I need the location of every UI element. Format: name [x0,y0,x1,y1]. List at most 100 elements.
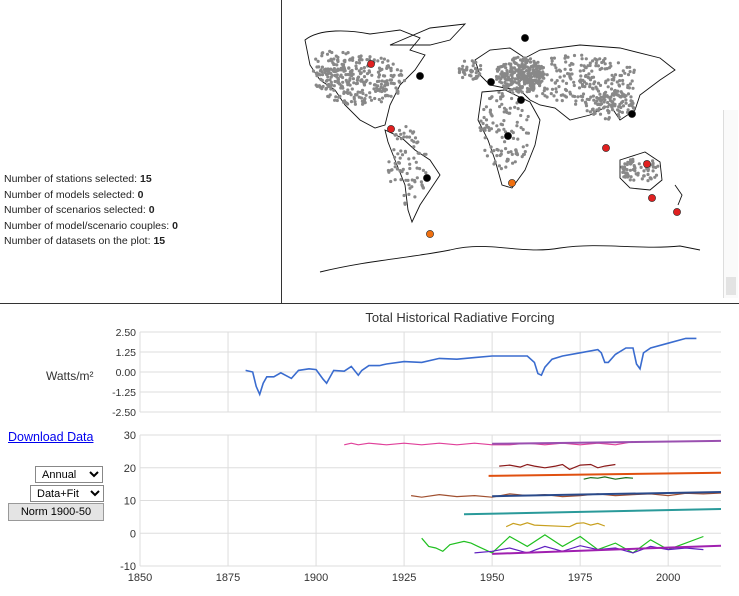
selected-station-marker[interactable] [628,110,636,118]
station-dot [484,118,489,122]
station-dot [549,92,553,96]
selected-station-marker[interactable] [517,96,525,104]
selected-station-marker[interactable] [648,194,656,202]
station-dot [488,110,492,114]
station-dot [348,73,352,77]
station-dot [620,94,624,98]
station-dot [389,69,393,73]
map-scrollbar[interactable] [723,110,738,298]
station-dot [591,87,595,91]
fit-line [492,491,722,498]
download-data-link[interactable]: Download Data [8,430,94,444]
station-dot [526,131,530,135]
forcing-chart[interactable]: 2.50 1.25 0.00 -1.25 -2.50 [0,322,739,422]
station-dot [394,86,398,90]
station-dot [373,83,377,87]
selected-stations[interactable] [367,34,681,238]
station-dot [354,82,358,86]
station-dot [340,62,344,66]
station-dot [348,91,352,95]
station-temperature-chart[interactable]: 1850 1875 1900 1925 1950 1975 2000 30 20 10 0 -10 [0,425,739,596]
station-dot [379,82,383,86]
station-dot [407,192,411,196]
station-dot [568,63,572,67]
normalize-button[interactable]: Norm 1900-50 [8,503,104,521]
station-series-line [583,476,634,480]
station-dot [525,143,529,147]
station-dot [492,149,496,153]
selected-station-marker[interactable] [643,160,651,168]
station-dot [535,75,539,79]
station-dot [359,67,363,71]
station-dot [651,159,655,163]
station-dot [511,136,516,140]
selected-station-marker[interactable] [426,230,434,238]
frequency-select[interactable]: Annual [35,466,103,483]
station-dot [339,74,343,78]
station-dot [345,90,349,95]
station-dot [539,73,543,77]
selected-station-marker[interactable] [521,34,529,42]
station-dot [399,132,403,136]
station-dot [590,69,594,73]
station-dot [563,87,568,92]
display-mode-select[interactable]: Data+Fit [30,485,104,502]
station-dot [389,179,393,184]
station-dot [517,90,521,94]
station-dot [335,98,339,103]
station-dot [555,79,559,83]
forcing-chart-title: Total Historical Radiative Forcing [365,310,555,325]
station-dot [628,162,633,166]
station-dot [311,69,316,73]
station-dot [642,174,646,178]
station-dot [396,152,400,156]
station-dot [383,80,387,84]
station-dot [628,70,632,74]
station-dot [554,66,558,70]
station-dot [407,135,412,139]
station-dot [654,173,659,177]
station-dot [457,70,461,75]
selected-station-marker[interactable] [673,208,681,216]
station-dot [489,145,493,149]
station-dot [381,74,386,78]
station-dot [511,161,515,165]
station-dot [620,110,624,114]
station-dot [582,68,586,73]
selected-station-marker[interactable] [367,60,375,68]
station-chart-gridlines [139,434,721,567]
station-dot [607,109,611,114]
station-dot [499,65,504,69]
station-dot [555,69,559,73]
selected-station-marker[interactable] [508,179,516,187]
selected-station-marker[interactable] [602,144,610,152]
station-dot [519,126,523,130]
selection-summary: Number of stations selected: 15 Number o… [4,172,178,250]
station-dot [385,64,389,68]
station-dot [418,167,422,171]
station-dot [325,78,329,82]
station-dot [386,168,390,173]
selected-station-marker[interactable] [423,174,431,182]
station-dot [621,170,625,174]
station-dot [631,86,635,90]
station-series-line [411,492,722,498]
couples-count-value: 0 [172,219,178,232]
station-dot [372,58,376,62]
station-dot [567,72,571,76]
station-dot [626,83,630,88]
map-scrollbar-thumb[interactable] [726,277,736,295]
station-dot [636,171,640,175]
station-dot [360,78,364,82]
selected-station-marker[interactable] [387,125,395,133]
station-dot [550,87,555,91]
station-dot [523,150,527,154]
selected-station-marker[interactable] [487,78,495,86]
station-dot [335,69,339,73]
selected-station-marker[interactable] [504,132,512,140]
station-dot [484,105,488,109]
world-station-map[interactable] [290,10,710,278]
station-dot [400,73,404,77]
station-dot [581,78,585,82]
selected-station-marker[interactable] [416,72,424,80]
